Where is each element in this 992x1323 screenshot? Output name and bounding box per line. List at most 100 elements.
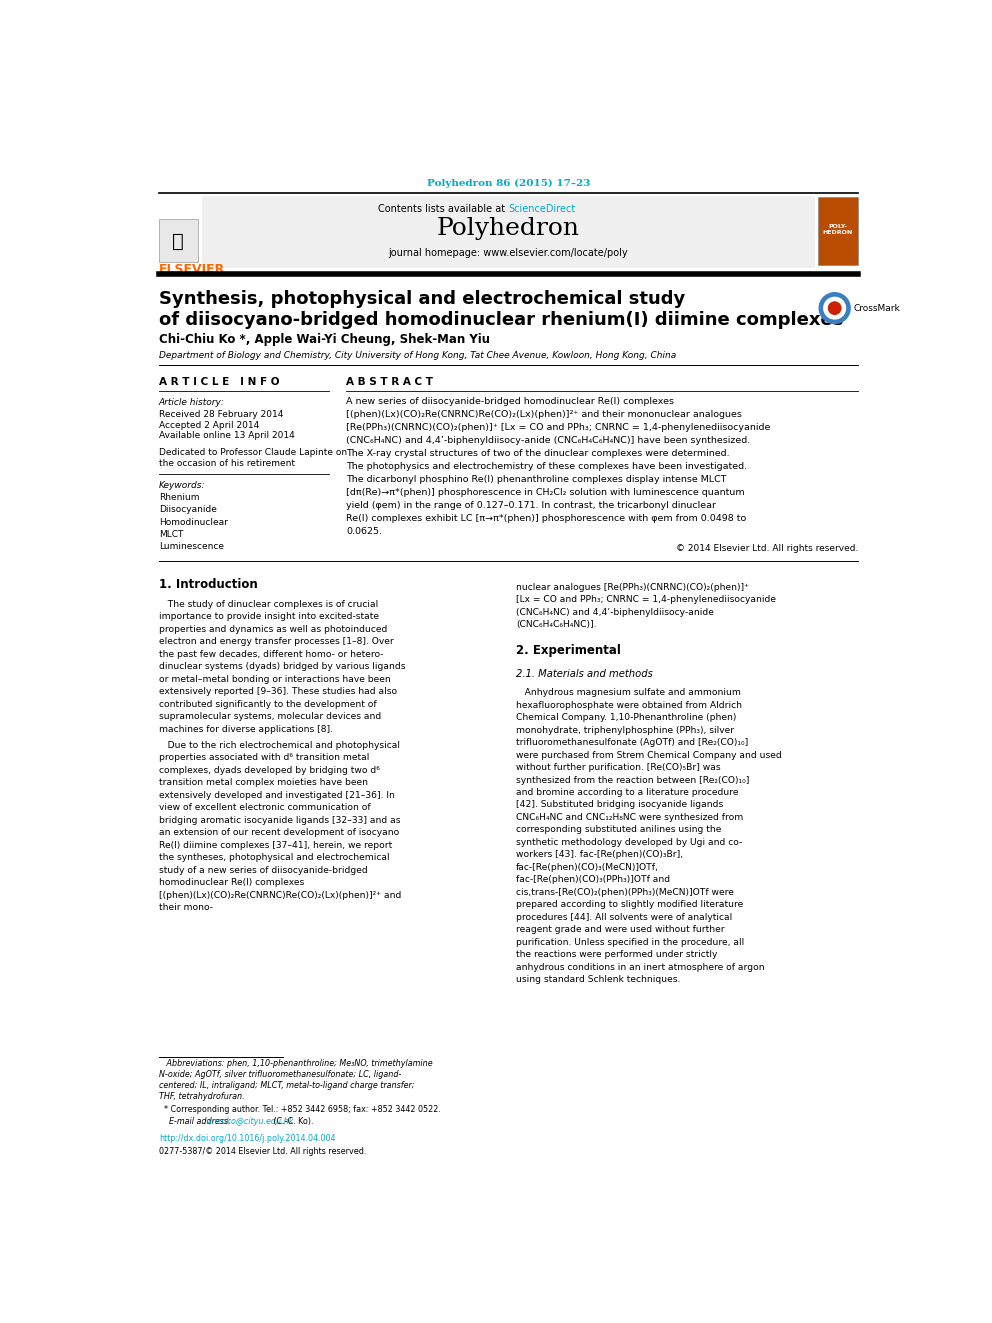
Circle shape <box>819 292 850 324</box>
Text: purification. Unless specified in the procedure, all: purification. Unless specified in the pr… <box>516 938 744 947</box>
Text: Contents lists available at: Contents lists available at <box>378 204 509 214</box>
Text: fac-[Re(phen)(CO)₃(MeCN)]OTf,: fac-[Re(phen)(CO)₃(MeCN)]OTf, <box>516 863 659 872</box>
Text: E-mail address:: E-mail address: <box>159 1118 233 1126</box>
Text: corresponding substituted anilines using the: corresponding substituted anilines using… <box>516 826 721 835</box>
Text: contributed significantly to the development of: contributed significantly to the develop… <box>159 700 377 709</box>
Text: fac-[Re(phen)(CO)₃(PPh₃)]OTf and: fac-[Re(phen)(CO)₃(PPh₃)]OTf and <box>516 876 671 884</box>
Text: A new series of diisocyanide-bridged homodinuclear Re(I) complexes: A new series of diisocyanide-bridged hom… <box>346 397 675 406</box>
Text: bridging aromatic isocyanide ligands [32–33] and as: bridging aromatic isocyanide ligands [32… <box>159 816 401 824</box>
Text: [(phen)(Lx)(CO)₂Re(CNRNC)Re(CO)₂(Lx)(phen)]²⁺ and their mononuclear analogues: [(phen)(Lx)(CO)₂Re(CNRNC)Re(CO)₂(Lx)(phe… <box>346 410 742 419</box>
Text: the reactions were performed under strictly: the reactions were performed under stric… <box>516 950 717 959</box>
Text: Rhenium: Rhenium <box>159 493 199 501</box>
Text: 2.1. Materials and methods: 2.1. Materials and methods <box>516 669 653 679</box>
Text: Polyhedron 86 (2015) 17–23: Polyhedron 86 (2015) 17–23 <box>427 179 590 188</box>
Text: The photophysics and electrochemistry of these complexes have been investigated.: The photophysics and electrochemistry of… <box>346 462 748 471</box>
Text: Re(I) diimine complexes [37–41], herein, we report: Re(I) diimine complexes [37–41], herein,… <box>159 840 392 849</box>
Text: A B S T R A C T: A B S T R A C T <box>346 377 434 388</box>
Text: [Lx = CO and PPh₃; CNRNC = 1,4-phenylenediisocyanide: [Lx = CO and PPh₃; CNRNC = 1,4-phenylene… <box>516 595 776 605</box>
Text: THF, tetrahydrofuran.: THF, tetrahydrofuran. <box>159 1093 244 1101</box>
Text: centered; IL, intraligand; MLCT, metal-to-ligand charge transfer;: centered; IL, intraligand; MLCT, metal-t… <box>159 1081 415 1090</box>
Text: extensively developed and investigated [21–36]. In: extensively developed and investigated [… <box>159 791 395 800</box>
Bar <box>159 218 197 262</box>
Text: without further purification. [Re(CO)₅Br] was: without further purification. [Re(CO)₅Br… <box>516 763 721 773</box>
Text: extensively reported [9–36]. These studies had also: extensively reported [9–36]. These studi… <box>159 687 397 696</box>
Text: their mono-: their mono- <box>159 904 213 912</box>
Bar <box>817 197 858 265</box>
Text: http://dx.doi.org/10.1016/j.poly.2014.04.004: http://dx.doi.org/10.1016/j.poly.2014.04… <box>159 1134 335 1143</box>
Text: prepared according to slightly modified literature: prepared according to slightly modified … <box>516 900 743 909</box>
Text: vincoko@cityu.edu.hk: vincoko@cityu.edu.hk <box>205 1118 294 1126</box>
Text: [dπ(Re)→π*(phen)] phosphorescence in CH₂Cl₂ solution with luminescence quantum: [dπ(Re)→π*(phen)] phosphorescence in CH₂… <box>346 488 745 497</box>
Text: Received 28 February 2014: Received 28 February 2014 <box>159 410 284 419</box>
Text: Homodinuclear: Homodinuclear <box>159 517 228 527</box>
Text: The study of dinuclear complexes is of crucial: The study of dinuclear complexes is of c… <box>159 599 378 609</box>
Text: Diisocyanide: Diisocyanide <box>159 505 216 515</box>
Text: importance to provide insight into excited-state: importance to provide insight into excit… <box>159 613 379 622</box>
Text: of diisocyano-bridged homodinuclear rhenium(I) diimine complexes: of diisocyano-bridged homodinuclear rhen… <box>159 311 843 329</box>
Circle shape <box>828 302 841 315</box>
Text: MLCT: MLCT <box>159 531 184 538</box>
Text: © 2014 Elsevier Ltd. All rights reserved.: © 2014 Elsevier Ltd. All rights reserved… <box>676 544 858 553</box>
Text: properties associated with d⁶ transition metal: properties associated with d⁶ transition… <box>159 753 369 762</box>
Text: The X-ray crystal structures of two of the dinuclear complexes were determined.: The X-ray crystal structures of two of t… <box>346 450 730 458</box>
Text: hexafluorophosphate were obtained from Aldrich: hexafluorophosphate were obtained from A… <box>516 701 742 709</box>
Text: reagent grade and were used without further: reagent grade and were used without furt… <box>516 925 725 934</box>
Text: dinuclear systems (dyads) bridged by various ligands: dinuclear systems (dyads) bridged by var… <box>159 663 406 671</box>
Text: synthesized from the reaction between [Re₂(CO)₁₀]: synthesized from the reaction between [R… <box>516 775 750 785</box>
Text: electron and energy transfer processes [1–8]. Over: electron and energy transfer processes [… <box>159 638 394 646</box>
Text: Anhydrous magnesium sulfate and ammonium: Anhydrous magnesium sulfate and ammonium <box>516 688 741 697</box>
Text: N-oxide; AgOTf, silver trifluoromethanesulfonate; LC, ligand-: N-oxide; AgOTf, silver trifluoromethanes… <box>159 1070 401 1080</box>
Text: the occasion of his retirement: the occasion of his retirement <box>159 459 295 468</box>
Text: machines for diverse applications [8].: machines for diverse applications [8]. <box>159 725 333 733</box>
Text: POLY-
HEDRON: POLY- HEDRON <box>822 224 853 235</box>
Text: Available online 13 April 2014: Available online 13 April 2014 <box>159 431 295 441</box>
Text: anhydrous conditions in an inert atmosphere of argon: anhydrous conditions in an inert atmosph… <box>516 963 765 971</box>
Text: A R T I C L E   I N F O: A R T I C L E I N F O <box>159 377 280 388</box>
Text: using standard Schlenk techniques.: using standard Schlenk techniques. <box>516 975 681 984</box>
Text: Polyhedron: Polyhedron <box>436 217 580 239</box>
Text: * Corresponding author. Tel.: +852 3442 6958; fax: +852 3442 0522.: * Corresponding author. Tel.: +852 3442 … <box>159 1105 440 1114</box>
Text: ELSEVIER: ELSEVIER <box>159 263 225 277</box>
Text: monohydrate, triphenylphosphine (PPh₃), silver: monohydrate, triphenylphosphine (PPh₃), … <box>516 725 734 734</box>
Text: the syntheses, photophysical and electrochemical: the syntheses, photophysical and electro… <box>159 853 390 863</box>
Text: Keywords:: Keywords: <box>159 480 205 490</box>
Text: study of a new series of diisocyanide-bridged: study of a new series of diisocyanide-br… <box>159 865 368 875</box>
Text: (CNC₆H₄NC) and 4,4’-biphenyldiisocy­anide (CNC₆H₄C₆H₄NC)] have been synthesized.: (CNC₆H₄NC) and 4,4’-biphenyldiisocy­anid… <box>346 437 751 446</box>
Text: Accepted 2 April 2014: Accepted 2 April 2014 <box>159 421 259 430</box>
Text: CrossMark: CrossMark <box>853 304 900 312</box>
Text: (CNC₆H₄C₆H₄NC)].: (CNC₆H₄C₆H₄NC)]. <box>516 620 596 630</box>
Text: complexes, dyads developed by bridging two d⁶: complexes, dyads developed by bridging t… <box>159 766 380 775</box>
Text: (C.-C. Ko).: (C.-C. Ko). <box>271 1118 313 1126</box>
Text: [Re(PPh₃)(CNRNC)(CO)₂(phen)]⁺ [Lx = CO and PPh₃; CNRNC = 1,4-phenylenediisocyani: [Re(PPh₃)(CNRNC)(CO)₂(phen)]⁺ [Lx = CO a… <box>346 423 771 433</box>
Text: nuclear analogues [Re(PPh₃)(CNRNC)(CO)₂(phen)]⁺: nuclear analogues [Re(PPh₃)(CNRNC)(CO)₂(… <box>516 583 749 591</box>
Text: Synthesis, photophysical and electrochemical study: Synthesis, photophysical and electrochem… <box>159 290 685 308</box>
Text: or metal–metal bonding or interactions have been: or metal–metal bonding or interactions h… <box>159 675 391 684</box>
Text: were purchased from Strem Chemical Company and used: were purchased from Strem Chemical Compa… <box>516 750 782 759</box>
Text: 🌲: 🌲 <box>173 232 185 250</box>
Text: CNC₆H₄NC and CNC₁₂H₈NC were synthesized from: CNC₆H₄NC and CNC₁₂H₈NC were synthesized … <box>516 812 743 822</box>
Text: 0.0625.: 0.0625. <box>346 527 383 536</box>
Text: the past few decades, different homo- or hetero-: the past few decades, different homo- or… <box>159 650 383 659</box>
Text: Department of Biology and Chemistry, City University of Hong Kong, Tat Chee Aven: Department of Biology and Chemistry, Cit… <box>159 352 677 360</box>
Text: transition metal complex moieties have been: transition metal complex moieties have b… <box>159 778 368 787</box>
Text: journal homepage: www.elsevier.com/locate/poly: journal homepage: www.elsevier.com/locat… <box>389 247 628 258</box>
Text: Luminescence: Luminescence <box>159 542 224 552</box>
Text: Re(I) complexes exhibit LC [π→π*(phen)] phosphorescence with φem from 0.0498 to: Re(I) complexes exhibit LC [π→π*(phen)] … <box>346 513 747 523</box>
Text: supramolecular systems, molecular devices and: supramolecular systems, molecular device… <box>159 712 381 721</box>
Text: homodinuclear Re(I) complexes: homodinuclear Re(I) complexes <box>159 878 305 888</box>
Text: The dicarbonyl phosphino Re(I) phenanthroline complexes display intense MLCT: The dicarbonyl phosphino Re(I) phenanthr… <box>346 475 727 484</box>
Text: (CNC₆H₄NC) and 4,4’-biphenyldiisocy­anide: (CNC₆H₄NC) and 4,4’-biphenyldiisocy­anid… <box>516 607 714 617</box>
Text: cis,trans-[Re(CO)₂(phen)(PPh₃)(MeCN)]OTf were: cis,trans-[Re(CO)₂(phen)(PPh₃)(MeCN)]OTf… <box>516 888 734 897</box>
Text: [42]. Substituted bridging isocyanide ligands: [42]. Substituted bridging isocyanide li… <box>516 800 723 810</box>
Text: 2. Experimental: 2. Experimental <box>516 644 621 658</box>
Text: [(phen)(Lx)(CO)₂Re(CNRNC)Re(CO)₂(Lx)(phen)]²⁺ and: [(phen)(Lx)(CO)₂Re(CNRNC)Re(CO)₂(Lx)(phe… <box>159 890 401 900</box>
Text: yield (φem) in the range of 0.127–0.171. In contrast, the tricarbonyl dinuclear: yield (φem) in the range of 0.127–0.171.… <box>346 501 716 509</box>
Text: view of excellent electronic communication of: view of excellent electronic communicati… <box>159 803 370 812</box>
Text: Due to the rich electrochemical and photophysical: Due to the rich electrochemical and phot… <box>159 741 400 750</box>
Text: properties and dynamics as well as photoinduced: properties and dynamics as well as photo… <box>159 624 387 634</box>
Text: workers [43]. fac-[Re(phen)(CO)₃Br],: workers [43]. fac-[Re(phen)(CO)₃Br], <box>516 851 683 860</box>
Text: ScienceDirect: ScienceDirect <box>509 204 575 214</box>
Text: trifluoromethanesulfonate (AgOTf) and [Re₂(CO)₁₀]: trifluoromethanesulfonate (AgOTf) and [R… <box>516 738 748 747</box>
Text: 1. Introduction: 1. Introduction <box>159 578 258 591</box>
Text: 0277-5387/© 2014 Elsevier Ltd. All rights reserved.: 0277-5387/© 2014 Elsevier Ltd. All right… <box>159 1147 366 1156</box>
